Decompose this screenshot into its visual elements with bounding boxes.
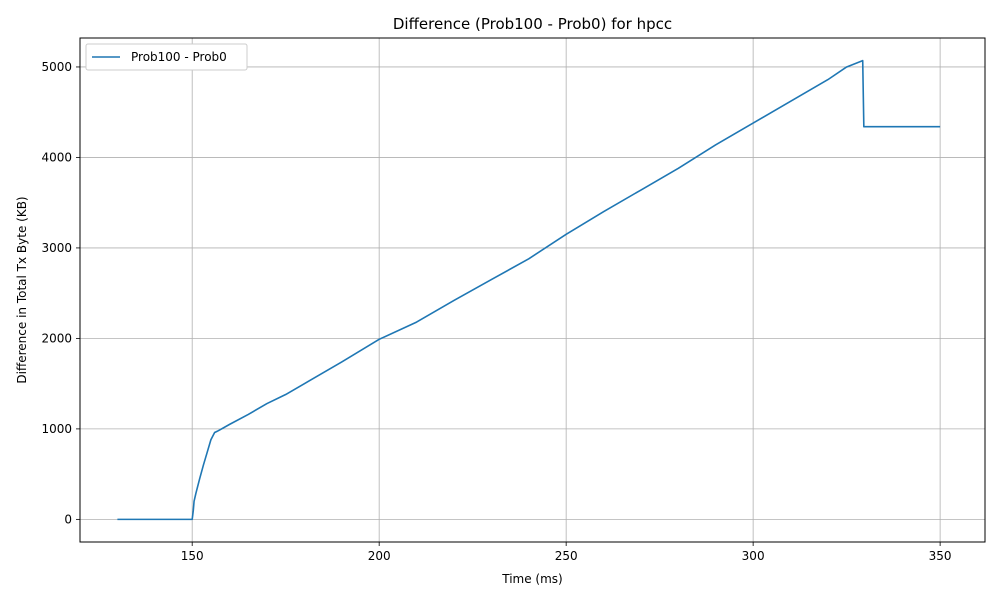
legend-box xyxy=(85,43,248,71)
series-line xyxy=(117,59,941,521)
chart-title: Difference (Prob100 - Prob0) for hpcc xyxy=(393,15,672,33)
x-axis-label: Time (ms) xyxy=(501,572,563,586)
y-tick-label: 4000 xyxy=(41,150,72,164)
y-tick-label: 0 xyxy=(64,512,72,526)
y-tick-label: 1000 xyxy=(41,422,72,436)
x-axis-ticks: 150 200 250 300 350 xyxy=(181,542,952,563)
x-tick-label: 250 xyxy=(555,549,578,563)
y-tick-label: 5000 xyxy=(41,60,72,74)
series-group xyxy=(117,59,941,521)
x-tick-label: 350 xyxy=(929,549,952,563)
y-axis-ticks: 0 1000 2000 3000 4000 5000 xyxy=(41,60,80,526)
y-tick-label: 3000 xyxy=(41,241,72,255)
plot-frame xyxy=(79,37,986,543)
x-tick-label: 150 xyxy=(181,549,204,563)
legend-label: Prob100 - Prob0 xyxy=(131,50,227,64)
legend: Prob100 - Prob0 xyxy=(85,43,248,71)
x-tick-label: 300 xyxy=(742,549,765,563)
grid-lines xyxy=(80,38,985,542)
y-axis-label: Difference in Total Tx Byte (KB) xyxy=(15,196,29,383)
y-tick-label: 2000 xyxy=(41,331,72,345)
x-tick-label: 200 xyxy=(368,549,391,563)
plot-area xyxy=(80,38,985,542)
